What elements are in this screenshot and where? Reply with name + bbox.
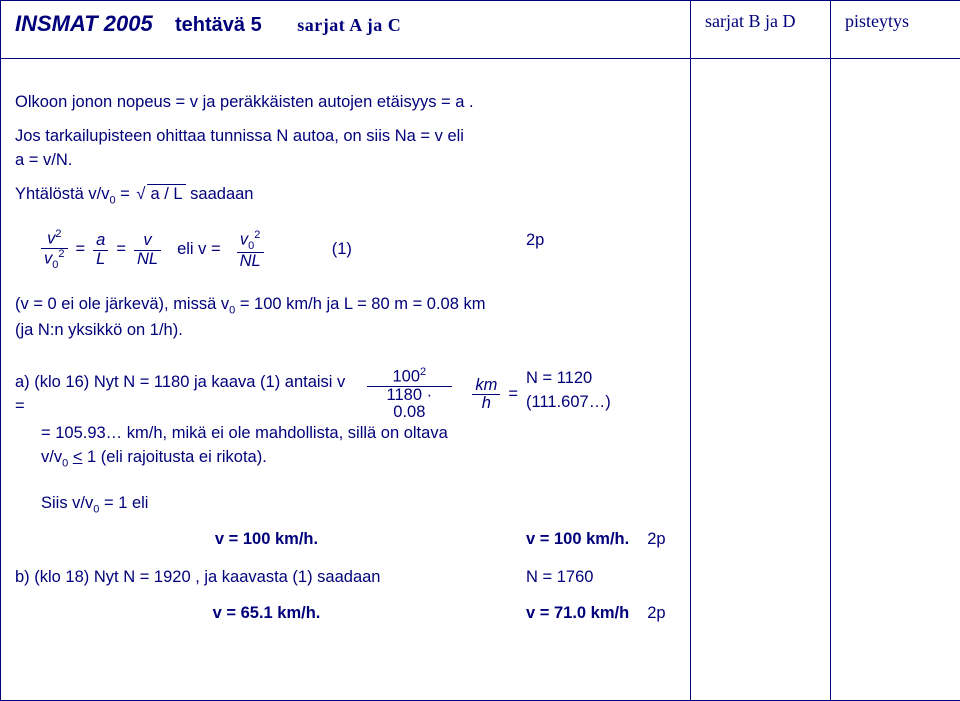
para-4: (v = 0 ei ole järkevä), missä v0 = 100 k… (15, 293, 676, 343)
body-col3 (831, 59, 960, 701)
para-2a: Jos tarkailupisteen ohittaa tunnissa N a… (15, 127, 464, 145)
eq1-lhs-den-sup: 2 (58, 248, 64, 260)
siis-line: Siis v/v0 = 1 eli (41, 492, 676, 518)
right-ans-b: v = 71.0 km/h (526, 602, 629, 626)
body-col2 (691, 59, 831, 701)
part-a-line3: v/v0 < < 1 (eli rajoitusta ei rikota). 1… (41, 446, 518, 472)
para-3c: saadaan (190, 185, 253, 203)
body-col1: Olkoon jonon nopeus = v ja peräkkäisten … (1, 59, 691, 701)
eq1-lhs-den-sub: 0 (52, 259, 58, 271)
ans-a-row: v = 100 km/h. v = 100 km/h. 2p (15, 528, 676, 552)
pa-frac-num: 100 (393, 368, 421, 386)
pa-line3-vis: 1 (eli rajoitusta ei rikota). (87, 448, 267, 466)
para-3: Yhtälöstä v/v0 = √a / L saadaan (15, 183, 676, 209)
ans-b: v = 65.1 km/h. (213, 604, 321, 622)
siis-b: = 1 eli (99, 494, 148, 512)
header-col1: INSMAT 2005 tehtävä 5 sarjat A ja C (1, 1, 691, 59)
title-tail: sarjat A ja C (297, 15, 401, 35)
eq1-lhs: v2 v02 (41, 229, 68, 271)
eq1-mid1-den: L (96, 250, 105, 268)
part-a-row: a) (klo 16) Nyt N = 1180 ja kaava (1) an… (15, 367, 676, 472)
eq1-row: v2 v02 = a L = v NL eli v = (15, 229, 676, 271)
le-sign: < (73, 448, 83, 466)
eq1-mid1: a L (93, 232, 108, 268)
para-3b: = (116, 185, 135, 203)
eq1-rhs-v: v (240, 230, 248, 248)
title-strong: INSMAT 2005 (15, 11, 153, 36)
title-rest: tehtävä 5 (175, 14, 262, 36)
pa-unit-num: km (475, 376, 497, 394)
part-a-frac1: 1002 1180 · 0.08 (367, 367, 452, 421)
eq1: v2 v02 = a L = v NL eli v = (41, 229, 518, 271)
para-2: Jos tarkailupisteen ohittaa tunnissa N a… (15, 125, 676, 173)
pa-line3-sub: 0 (62, 457, 68, 469)
siis-a: Siis v/v (41, 494, 93, 512)
eq1-mid1-num: a (96, 231, 105, 249)
eq1-rhs: v02 NL (237, 230, 264, 271)
right-N-1760: N = 1760 (526, 568, 593, 586)
header-col2: sarjat B ja D (691, 1, 831, 59)
eq1-eli: eli v = (177, 238, 221, 262)
header-col2-text: sarjat B ja D (705, 11, 795, 31)
header-col3-text: pisteytys (845, 11, 909, 31)
ans-a-points: 2p (647, 528, 665, 552)
right-N-1120: N = 1120 (526, 367, 676, 391)
eq1-lhs-sup: 2 (55, 228, 61, 240)
part-a-tail: = (508, 383, 518, 407)
eq-sign-2: = (116, 238, 126, 262)
eq1-mid2: v NL (134, 232, 161, 268)
para-1: Olkoon jonon nopeus = v ja peräkkäisten … (15, 91, 676, 115)
part-a-line2: = 105.93… km/h, mikä ei ole mahdollista,… (41, 422, 518, 446)
right-N-paren: (111.607…) (526, 391, 676, 415)
right-ans-a: v = 100 km/h. (526, 528, 629, 552)
pa-frac-den: 1180 · 0.08 (367, 386, 452, 422)
ans-a: v = 100 km/h. (215, 530, 318, 548)
eq1-lhs-den-v: v (44, 249, 52, 267)
eq1-tag: (1) (332, 238, 352, 262)
eq1-rhs-sub: 0 (248, 240, 254, 252)
eq-sign: = (76, 238, 86, 262)
eq1-mid2-num: v (143, 231, 151, 249)
para-4a: (v = 0 ei ole järkevä), missä v (15, 295, 229, 313)
part-b-label: b) (klo 18) Nyt N = 1920 , ja kaavasta (… (15, 568, 380, 586)
part-a-right: N = 1120 (111.607…) (518, 367, 676, 415)
ans-b-points: 2p (647, 602, 665, 626)
eq1-rhs-den: NL (240, 252, 261, 270)
para-4b: = 100 km/h ja L = 80 m = 0.08 km (235, 295, 485, 313)
part-a-label: a) (klo 16) Nyt N = 1180 ja kaava (1) an… (15, 371, 346, 419)
para-2b: a = v/N. (15, 151, 72, 169)
eq1-rhs-sup: 2 (254, 229, 260, 241)
para-3a: Yhtälöstä v/v (15, 185, 109, 203)
part-b-row: b) (klo 18) Nyt N = 1920 , ja kaavasta (… (15, 566, 676, 590)
part-a-line1: a) (klo 16) Nyt N = 1180 ja kaava (1) an… (15, 367, 518, 421)
pa-line3-a: v/v (41, 448, 62, 466)
part-a-unit: km h (472, 377, 500, 413)
eq1-mid2-den: NL (137, 250, 158, 268)
sqrt-expr: √a / L (134, 183, 185, 207)
pa-frac-num-sup: 2 (420, 366, 426, 378)
header-col3: pisteytys (831, 1, 960, 59)
para-4c: (ja N:n yksikkö on 1/h). (15, 321, 183, 339)
eq1-points: 2p (518, 229, 676, 253)
pa-unit-den: h (482, 394, 491, 412)
ans-b-row: v = 65.1 km/h. v = 71.0 km/h 2p (15, 602, 676, 626)
radicand: a / L (147, 184, 185, 203)
